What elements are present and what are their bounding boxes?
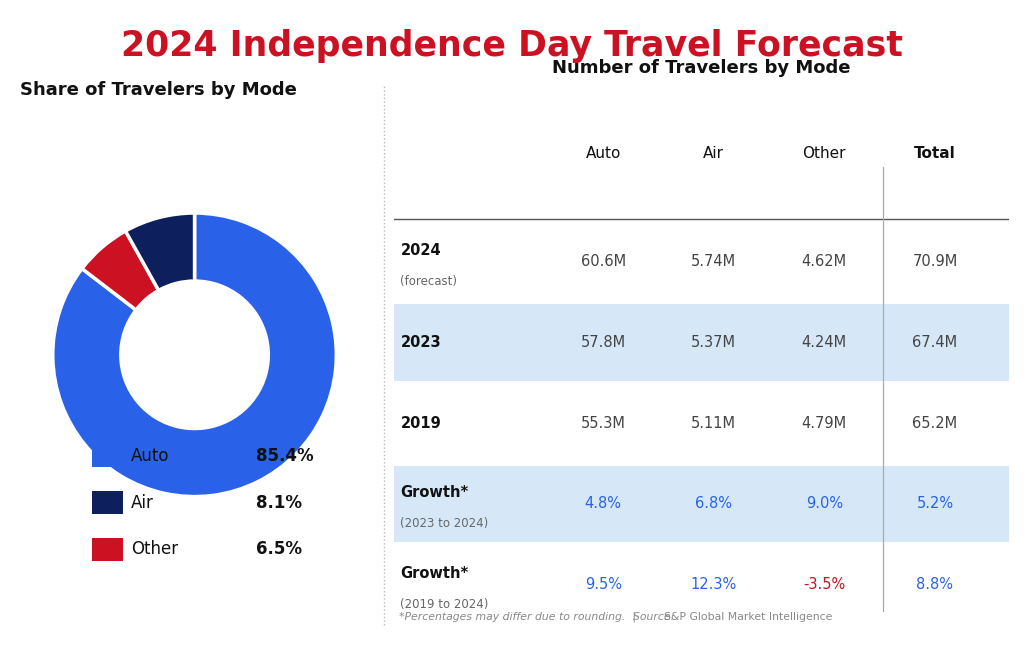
Text: 5.2%: 5.2% (916, 496, 953, 512)
Text: 12.3%: 12.3% (690, 577, 737, 592)
Text: 2019: 2019 (400, 415, 441, 431)
Text: Number of Travelers by Mode: Number of Travelers by Mode (552, 59, 851, 77)
Text: 9.0%: 9.0% (806, 496, 843, 512)
Text: S&P Global Market Intelligence: S&P Global Market Intelligence (664, 612, 831, 622)
Text: Other: Other (803, 146, 846, 161)
Text: 2023: 2023 (400, 335, 441, 350)
Text: 4.8%: 4.8% (585, 496, 622, 512)
Text: (2019 to 2024): (2019 to 2024) (400, 598, 488, 611)
Text: Growth*: Growth* (400, 566, 469, 581)
Bar (394, 465, 1009, 542)
Text: 8.1%: 8.1% (256, 493, 302, 512)
Text: Total: Total (914, 146, 955, 161)
Text: 4.79M: 4.79M (802, 415, 847, 431)
Text: Growth*: Growth* (400, 485, 469, 500)
Bar (394, 304, 1009, 381)
Text: 9.5%: 9.5% (585, 577, 622, 592)
Text: (2023 to 2024): (2023 to 2024) (400, 517, 488, 530)
Text: *Percentages may differ due to rounding.  |: *Percentages may differ due to rounding.… (399, 611, 643, 622)
Text: (forecast): (forecast) (400, 275, 458, 288)
Text: 5.37M: 5.37M (691, 335, 736, 350)
Text: Air: Air (131, 493, 154, 512)
Text: Share of Travelers by Mode: Share of Travelers by Mode (20, 81, 297, 100)
Text: 2024 Independence Day Travel Forecast: 2024 Independence Day Travel Forecast (121, 29, 903, 63)
Text: 60.6M: 60.6M (581, 254, 626, 270)
Wedge shape (53, 213, 336, 497)
Text: 65.2M: 65.2M (912, 415, 957, 431)
Wedge shape (82, 231, 159, 310)
Text: 8.8%: 8.8% (916, 577, 953, 592)
Text: Auto: Auto (586, 146, 621, 161)
Text: 6.8%: 6.8% (695, 496, 732, 512)
Text: Air: Air (703, 146, 724, 161)
Text: 70.9M: 70.9M (912, 254, 957, 270)
Text: 5.11M: 5.11M (691, 415, 736, 431)
Text: 85.4%: 85.4% (256, 447, 313, 465)
Text: 55.3M: 55.3M (581, 415, 626, 431)
Text: 6.5%: 6.5% (256, 540, 302, 559)
Text: Auto: Auto (131, 447, 170, 465)
Text: 4.24M: 4.24M (802, 335, 847, 350)
Wedge shape (126, 213, 195, 290)
Text: 57.8M: 57.8M (581, 335, 626, 350)
Text: Other: Other (131, 540, 178, 559)
Text: 4.62M: 4.62M (802, 254, 847, 270)
Text: 2024: 2024 (400, 243, 441, 258)
Text: -3.5%: -3.5% (803, 577, 846, 592)
Text: Source:: Source: (633, 612, 678, 622)
Text: 67.4M: 67.4M (912, 335, 957, 350)
Text: 5.74M: 5.74M (691, 254, 736, 270)
